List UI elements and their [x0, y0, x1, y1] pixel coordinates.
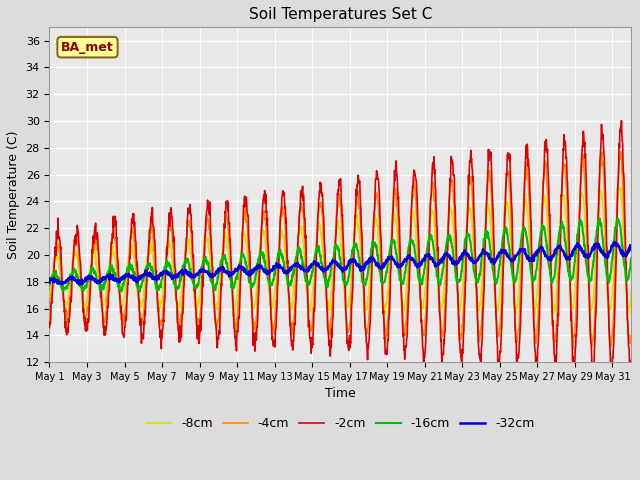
-8cm [531, 312, 538, 318]
-4cm [150, 248, 158, 253]
-8cm [551, 305, 559, 311]
Line: -2cm: -2cm [49, 120, 631, 375]
-4cm [214, 323, 221, 328]
-2cm [45, 324, 53, 330]
Title: Soil Temperatures Set C: Soil Temperatures Set C [249, 7, 432, 22]
-2cm [626, 372, 634, 378]
-32cm [150, 275, 158, 281]
-2cm [150, 225, 158, 231]
-4cm [617, 148, 625, 154]
X-axis label: Time: Time [325, 387, 356, 400]
-16cm [486, 243, 494, 249]
-8cm [627, 286, 635, 292]
-8cm [214, 300, 221, 305]
-4cm [266, 302, 274, 308]
-4cm [161, 276, 169, 282]
-2cm [627, 358, 635, 363]
-16cm [150, 276, 158, 282]
-32cm [76, 281, 83, 287]
-4cm [627, 335, 635, 340]
Line: -4cm: -4cm [49, 151, 631, 348]
-2cm [486, 149, 493, 155]
Y-axis label: Soil Temperature (C): Soil Temperature (C) [7, 131, 20, 259]
-2cm [618, 118, 625, 123]
-16cm [627, 255, 635, 261]
Line: -8cm: -8cm [49, 188, 631, 315]
-2cm [161, 293, 169, 299]
-2cm [550, 352, 558, 358]
-32cm [486, 255, 494, 261]
-32cm [161, 269, 169, 275]
-16cm [596, 216, 604, 221]
-4cm [45, 317, 53, 323]
-16cm [551, 273, 559, 278]
-8cm [161, 267, 169, 273]
-2cm [266, 290, 274, 296]
-8cm [150, 266, 158, 272]
Text: BA_met: BA_met [61, 41, 114, 54]
-16cm [161, 264, 169, 270]
Line: -16cm: -16cm [49, 218, 631, 291]
-32cm [267, 267, 275, 273]
-32cm [214, 269, 221, 275]
-16cm [45, 282, 53, 288]
-2cm [214, 345, 221, 351]
-16cm [136, 288, 144, 294]
-4cm [486, 168, 493, 173]
-32cm [611, 240, 619, 245]
-32cm [45, 280, 53, 286]
Legend: -8cm, -4cm, -2cm, -16cm, -32cm: -8cm, -4cm, -2cm, -16cm, -32cm [141, 412, 540, 435]
-8cm [486, 205, 493, 211]
-8cm [617, 185, 625, 191]
-4cm [550, 331, 558, 337]
-4cm [570, 346, 577, 351]
Line: -32cm: -32cm [49, 242, 631, 284]
-32cm [627, 244, 635, 250]
-16cm [267, 280, 275, 286]
-8cm [45, 289, 53, 295]
-8cm [266, 292, 274, 298]
-32cm [551, 249, 559, 255]
-16cm [214, 274, 221, 279]
